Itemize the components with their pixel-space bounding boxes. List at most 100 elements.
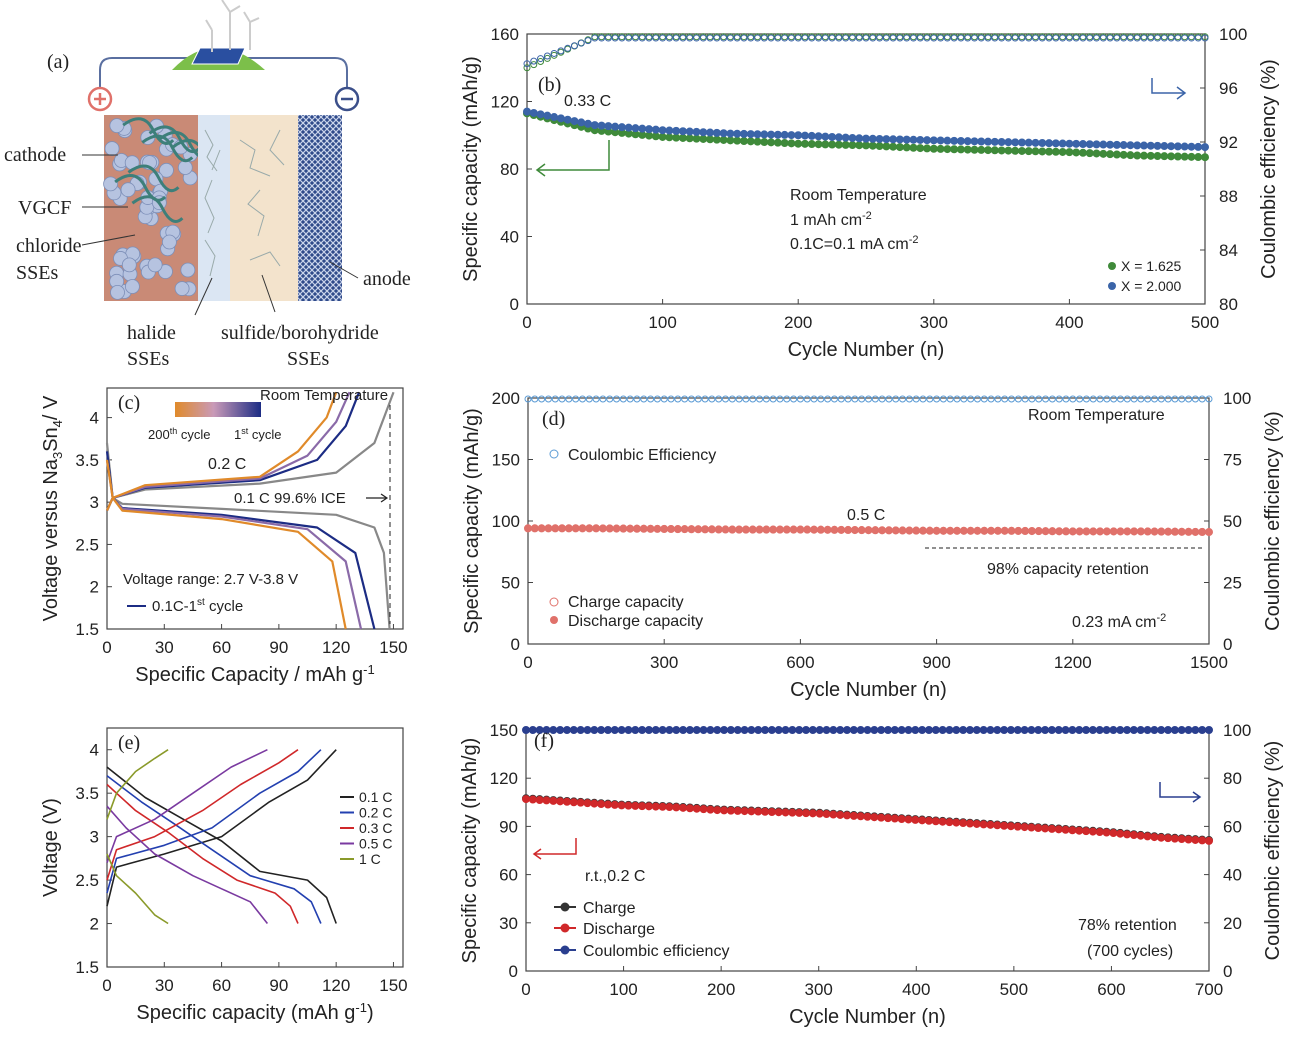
data-point <box>543 54 551 62</box>
data-point <box>896 34 904 42</box>
data-point <box>821 132 830 141</box>
x-tick-label: 0 <box>102 976 111 995</box>
data-point <box>800 131 809 140</box>
particle <box>104 141 120 156</box>
data-point <box>1150 833 1159 842</box>
data-point <box>929 136 938 145</box>
data-point <box>667 395 675 403</box>
vgcf-fiber <box>131 195 184 223</box>
data-point <box>850 526 859 535</box>
data-point <box>977 34 985 42</box>
data-point <box>1164 726 1173 734</box>
particle <box>120 182 136 198</box>
data-point <box>911 815 920 824</box>
data-point <box>692 127 701 136</box>
data-point <box>1129 726 1138 734</box>
data-point <box>924 816 933 825</box>
data-point <box>767 726 776 734</box>
data-point <box>931 726 940 734</box>
data-point <box>613 395 621 403</box>
legend-marker <box>560 945 570 955</box>
x-tick-label: 300 <box>805 980 833 999</box>
d-rate: 0.5 C <box>847 507 885 524</box>
y-tick-label: 0 <box>511 635 520 654</box>
data-point <box>712 128 721 137</box>
data-point <box>775 525 784 534</box>
y-tick-label: 120 <box>491 93 519 112</box>
data-point <box>1201 153 1209 162</box>
data-point <box>970 34 978 42</box>
panel-a-label: (a) <box>47 51 69 73</box>
x-tick-label: 100 <box>609 980 637 999</box>
data-point <box>1116 395 1124 403</box>
data-point <box>611 122 620 131</box>
data-point <box>801 34 809 42</box>
discharge-curve <box>106 775 322 924</box>
data-point <box>973 526 982 535</box>
y-tick-label: 2.5 <box>75 871 99 890</box>
data-point <box>1001 395 1009 403</box>
data-point <box>680 525 689 534</box>
data-point <box>884 526 893 535</box>
y-axis-label: Voltage versus Na3Sn4/ V <box>40 395 65 621</box>
data-point <box>1143 527 1152 536</box>
data-point <box>794 139 803 148</box>
data-point <box>652 34 660 42</box>
data-point <box>720 806 729 815</box>
data-point <box>808 34 816 42</box>
data-point <box>604 122 613 131</box>
data-point <box>1133 34 1141 42</box>
data-point <box>646 524 655 533</box>
data-point <box>1045 139 1054 148</box>
data-point <box>848 141 857 150</box>
data-point <box>1119 150 1128 159</box>
x-tick-label: 0 <box>102 638 111 657</box>
data-point <box>876 34 884 42</box>
data-point <box>1160 142 1169 151</box>
data-point <box>1072 139 1081 148</box>
data-point <box>979 820 988 829</box>
data-point <box>1082 395 1090 403</box>
y2-axis-label: Coulombic efficiency (%) <box>1262 411 1284 631</box>
data-point <box>782 525 791 534</box>
data-point <box>665 133 674 142</box>
d-temp: Room Temperature <box>1028 407 1165 424</box>
data-point <box>685 134 694 143</box>
data-point <box>1173 152 1182 161</box>
data-point <box>882 34 890 42</box>
data-point <box>1194 142 1203 151</box>
data-point <box>665 803 674 812</box>
data-point <box>849 726 858 734</box>
data-point <box>529 108 538 117</box>
data-point <box>862 141 870 150</box>
data-point <box>1184 726 1193 734</box>
data-point <box>1078 140 1087 149</box>
data-point <box>1102 726 1111 734</box>
sulfide-label-2: SSEs <box>287 348 329 370</box>
data-point <box>1184 835 1193 844</box>
panel-b-label: (b) <box>538 74 561 96</box>
data-point <box>1205 726 1213 734</box>
data-point <box>946 526 955 535</box>
data-point <box>1106 150 1115 159</box>
data-point <box>535 795 544 804</box>
data-point <box>959 726 968 734</box>
data-point <box>993 726 1002 734</box>
y2-tick-label: 50 <box>1223 512 1242 531</box>
data-point <box>932 526 941 535</box>
data-point <box>783 395 791 403</box>
data-point <box>1180 142 1189 151</box>
y-axis-label: Specific capacity (mAh/g) <box>459 738 481 964</box>
data-point <box>544 395 552 403</box>
data-point <box>604 34 612 42</box>
data-point <box>726 136 735 145</box>
data-point <box>524 395 532 403</box>
data-point <box>672 726 681 734</box>
data-point <box>1048 527 1057 536</box>
data-point <box>889 34 897 42</box>
data-point <box>699 128 708 137</box>
data-point <box>909 143 918 152</box>
y2-tick-label: 80 <box>1223 769 1242 788</box>
data-point <box>980 395 988 403</box>
data-point <box>562 797 571 806</box>
